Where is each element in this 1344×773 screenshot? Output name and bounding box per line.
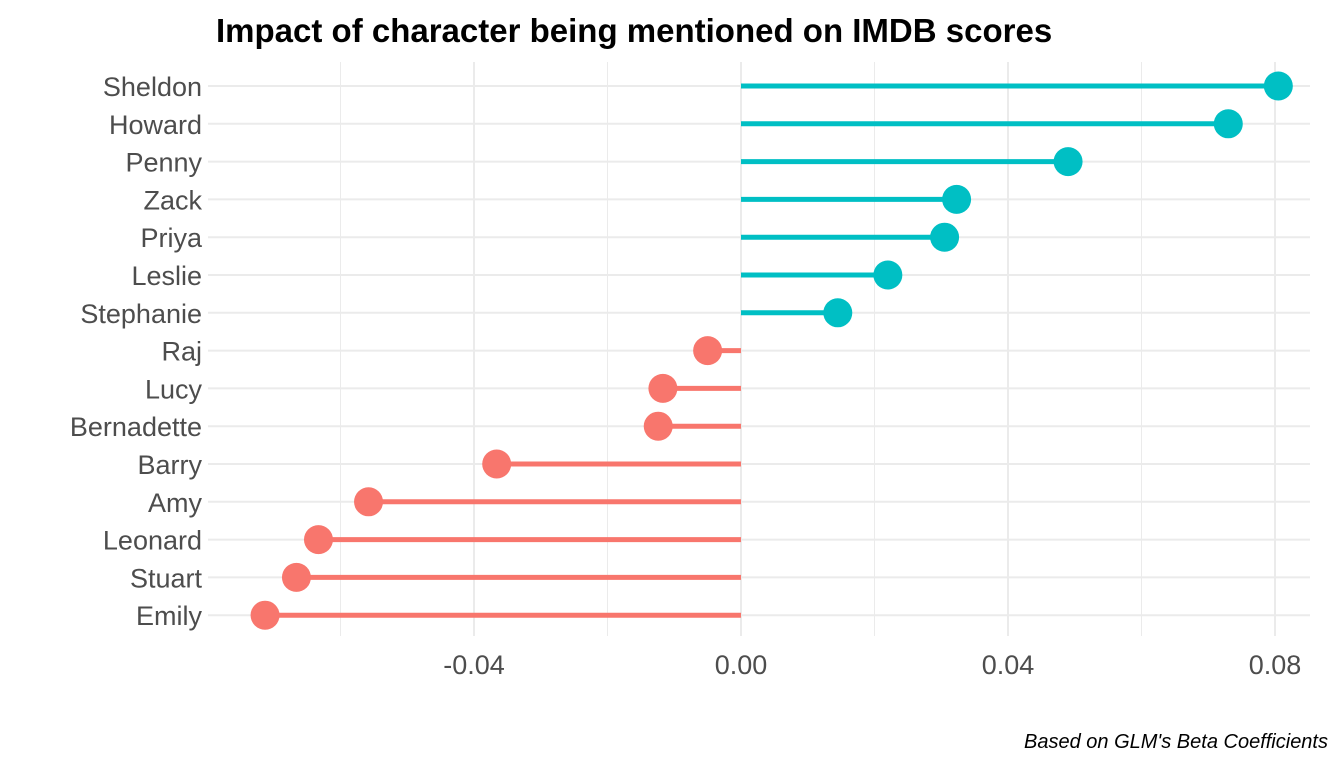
y-tick-label: Amy: [148, 488, 203, 518]
y-tick-label: Leonard: [103, 526, 202, 556]
lollipop-point: [873, 260, 903, 290]
chart-caption: Based on GLM's Beta Coefficients: [1024, 731, 1328, 753]
lollipop-point: [482, 449, 512, 479]
y-tick-label: Leslie: [131, 261, 202, 291]
y-tick-label: Stuart: [130, 563, 203, 593]
grid: [208, 62, 1310, 636]
x-axis-tick-labels: -0.04 0.00 0.04 0.08: [443, 650, 1301, 680]
lollipop-point: [693, 336, 723, 366]
lollipop-point: [250, 600, 280, 630]
lollipop-points: [250, 71, 1293, 630]
y-tick-label: Howard: [109, 110, 202, 140]
x-tick-label: 0.00: [715, 650, 768, 680]
lollipop-point: [648, 373, 678, 403]
lollipop-point: [643, 411, 673, 441]
chart-title: Impact of character being mentioned on I…: [216, 12, 1052, 49]
y-tick-label: Raj: [161, 337, 202, 367]
lollipop-point: [823, 298, 853, 328]
y-tick-label: Sheldon: [103, 72, 202, 102]
lollipop-stems: [265, 83, 1279, 618]
y-tick-label: Emily: [136, 601, 202, 631]
lollipop-point: [281, 562, 311, 592]
x-tick-label: 0.08: [1249, 650, 1302, 680]
lollipop-point: [942, 184, 972, 214]
lollipop-point: [930, 222, 960, 252]
y-tick-label: Barry: [137, 450, 202, 480]
lollipop-point: [354, 487, 384, 517]
x-tick-label: 0.04: [982, 650, 1035, 680]
y-tick-label: Penny: [125, 148, 202, 178]
y-tick-label: Bernadette: [70, 412, 202, 442]
y-tick-label: Lucy: [145, 374, 203, 404]
y-tick-label: Priya: [140, 223, 202, 253]
x-tick-label: -0.04: [443, 650, 505, 680]
y-tick-label: Stephanie: [80, 299, 202, 329]
lollipop-point: [1213, 109, 1243, 139]
y-axis-tick-labels: Sheldon Howard Penny Zack Priya Leslie Stephan…: [70, 72, 203, 631]
y-tick-label: Zack: [143, 185, 202, 215]
lollipop-point: [303, 525, 333, 555]
lollipop-point: [1263, 71, 1293, 101]
lollipop-point: [1053, 147, 1083, 177]
